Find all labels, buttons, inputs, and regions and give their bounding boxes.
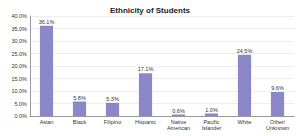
svg-text:5.0%: 5.0%	[14, 101, 27, 107]
svg-text:15.0%: 15.0%	[11, 76, 27, 82]
svg-text:Black: Black	[73, 119, 87, 125]
svg-text:5.3%: 5.3%	[106, 96, 119, 102]
svg-text:Pacific: Pacific	[203, 119, 220, 125]
svg-text:20.0%: 20.0%	[11, 63, 27, 69]
svg-text:5.8%: 5.8%	[73, 95, 86, 101]
svg-text:Other/: Other/	[269, 119, 286, 125]
svg-text:Hispanic: Hispanic	[135, 119, 156, 125]
svg-text:40.0%: 40.0%	[11, 13, 27, 19]
svg-text:0.0%: 0.0%	[14, 113, 27, 119]
svg-text:10.0%: 10.0%	[11, 88, 27, 94]
svg-text:17.1%: 17.1%	[138, 66, 154, 72]
svg-text:25.0%: 25.0%	[11, 51, 27, 57]
svg-text:Islander: Islander	[202, 125, 222, 131]
svg-text:Native: Native	[170, 119, 187, 125]
svg-text:30.0%: 30.0%	[11, 38, 27, 44]
svg-text:36.1%: 36.1%	[39, 19, 55, 25]
svg-text:Asian: Asian	[40, 119, 54, 125]
svg-text:Filipino: Filipino	[104, 119, 121, 125]
svg-text:35.0%: 35.0%	[11, 26, 27, 32]
svg-text:Unknown: Unknown	[266, 125, 289, 131]
svg-text:American: American	[167, 125, 190, 131]
svg-text:9.6%: 9.6%	[271, 85, 284, 91]
svg-text:0.6%: 0.6%	[172, 108, 185, 114]
svg-text:24.5%: 24.5%	[237, 48, 253, 54]
svg-text:Ethnicity of Students: Ethnicity of Students	[110, 6, 191, 15]
svg-text:White: White	[237, 119, 251, 125]
svg-text:1.0%: 1.0%	[205, 107, 218, 113]
